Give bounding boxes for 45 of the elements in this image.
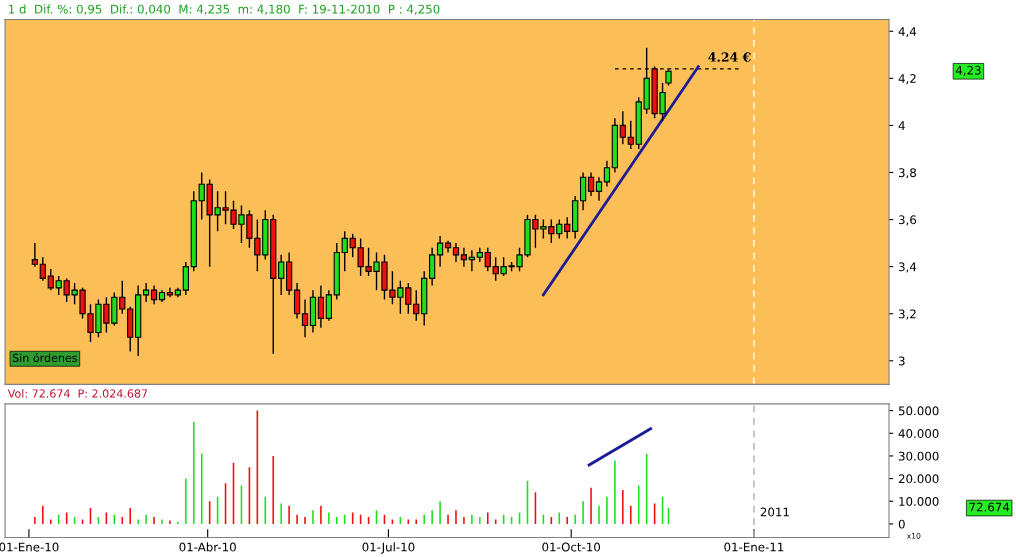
y-tick-label: 3	[898, 356, 905, 366]
x-tick-label: 01-Jul-10	[362, 542, 415, 554]
candlestick	[587, 171, 595, 197]
ref-line-label: 2011	[760, 507, 789, 517]
y-tick-label: 4,2	[898, 74, 916, 85]
y-tick-label: 0	[898, 519, 905, 529]
candlestick	[579, 171, 587, 211]
annotation: Sin órdenes	[12, 352, 78, 363]
candlestick	[39, 256, 46, 282]
y-tick-label: 3,8	[898, 168, 916, 179]
y-tick-label: 3,2	[898, 309, 916, 320]
candlestick	[619, 110, 626, 145]
candlestick	[429, 247, 436, 287]
y-tick-label: 3,6	[898, 215, 917, 226]
candlestick	[595, 176, 603, 202]
y-tick-label: 10.000	[899, 496, 939, 506]
candlestick	[182, 261, 189, 296]
text: 4,23	[955, 65, 981, 76]
candlestick	[301, 298, 309, 338]
candlestick	[317, 284, 325, 329]
y-tick-label: 20.000	[898, 474, 939, 484]
candlestick	[460, 247, 468, 268]
text: 72.674	[969, 502, 1010, 512]
x-tick-label: 01-Ene-10	[0, 542, 59, 552]
candlestick	[31, 242, 39, 268]
y-tick-label: 4,4	[898, 27, 917, 38]
ref-line-label: 4.24 €	[708, 52, 751, 62]
candlestick	[603, 160, 611, 188]
y-tick-label: 3,4	[898, 262, 917, 273]
candlestick	[325, 289, 332, 322]
candlestick	[293, 282, 301, 320]
x-tick-label: 01-Abr-10	[179, 542, 236, 552]
x-tick-label: 01-Ene-11	[724, 542, 784, 552]
text: 1 d Dif. %: 0,95 Dif.: 0,040 M: 4,235 m: 4,180 F: 19-11-2010 P : 4,250	[9, 4, 440, 15]
y-tick-label: 30.000	[898, 451, 939, 461]
y-tick-label: 4	[898, 121, 905, 130]
x-tick-label: 01-Oct-10	[542, 542, 601, 552]
text: Vol: 72.674 P: 2.024.687	[7, 389, 148, 398]
candlestick	[452, 242, 460, 263]
candlestick	[142, 282, 150, 303]
candlestick	[150, 284, 158, 305]
candlestick	[436, 235, 444, 268]
y-tick-label: 40.000	[898, 429, 939, 438]
y-tick-label: 50.000	[898, 406, 939, 416]
candlestick	[278, 254, 285, 296]
